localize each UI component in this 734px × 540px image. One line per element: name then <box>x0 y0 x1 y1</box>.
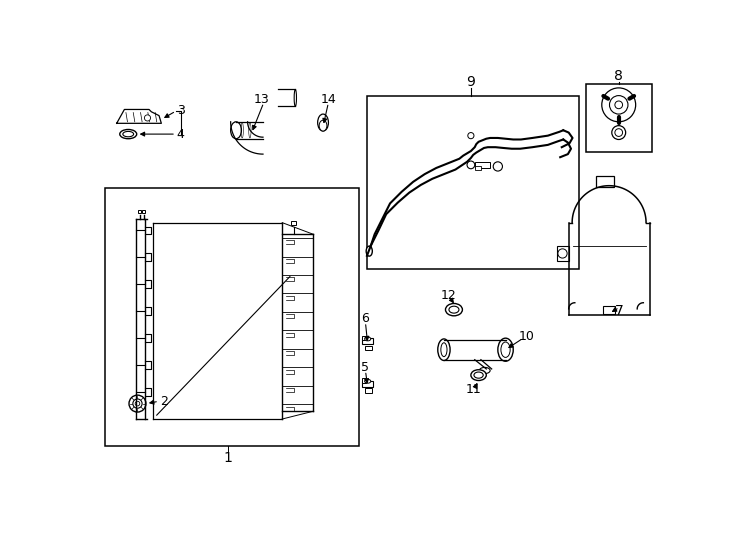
Ellipse shape <box>437 339 450 361</box>
Circle shape <box>135 401 139 406</box>
Text: 12: 12 <box>440 289 457 302</box>
Text: 4: 4 <box>177 127 184 140</box>
Bar <box>365 346 372 350</box>
Ellipse shape <box>498 338 513 361</box>
Circle shape <box>467 161 475 169</box>
Bar <box>557 246 569 261</box>
Bar <box>603 306 615 314</box>
Polygon shape <box>117 110 161 123</box>
Text: 10: 10 <box>519 330 535 343</box>
Text: 7: 7 <box>615 304 624 318</box>
Bar <box>362 336 366 340</box>
Text: 9: 9 <box>466 75 476 89</box>
Bar <box>291 221 296 225</box>
Circle shape <box>558 249 567 258</box>
Bar <box>367 96 578 269</box>
Ellipse shape <box>474 372 483 378</box>
Circle shape <box>145 115 150 121</box>
Bar <box>142 211 145 213</box>
Ellipse shape <box>471 370 487 381</box>
Text: 2: 2 <box>161 395 168 408</box>
Bar <box>362 378 366 383</box>
Bar <box>363 381 373 387</box>
Ellipse shape <box>319 120 327 131</box>
Text: 14: 14 <box>321 93 336 106</box>
Text: 6: 6 <box>361 313 369 326</box>
Bar <box>586 84 652 152</box>
Circle shape <box>133 399 142 408</box>
Text: 11: 11 <box>465 383 481 396</box>
Bar <box>365 388 372 393</box>
Circle shape <box>615 101 622 109</box>
Bar <box>363 338 373 345</box>
Ellipse shape <box>441 343 447 356</box>
Circle shape <box>493 162 503 171</box>
Bar <box>138 211 142 213</box>
Ellipse shape <box>449 306 459 313</box>
Text: 3: 3 <box>177 105 184 118</box>
Circle shape <box>615 129 622 137</box>
Ellipse shape <box>446 303 462 316</box>
Circle shape <box>468 132 474 139</box>
Text: 5: 5 <box>361 361 369 374</box>
Bar <box>596 177 614 187</box>
Ellipse shape <box>123 131 134 137</box>
Bar <box>475 166 481 170</box>
Ellipse shape <box>294 90 297 106</box>
Text: 13: 13 <box>253 93 269 106</box>
Ellipse shape <box>365 379 371 383</box>
Circle shape <box>129 395 146 412</box>
Circle shape <box>612 126 625 139</box>
Ellipse shape <box>366 246 372 256</box>
Ellipse shape <box>230 122 241 139</box>
Text: 1: 1 <box>224 450 233 464</box>
Bar <box>475 162 490 168</box>
Ellipse shape <box>120 130 137 139</box>
Ellipse shape <box>479 367 490 374</box>
Bar <box>105 188 359 446</box>
Text: 8: 8 <box>614 69 623 83</box>
Ellipse shape <box>365 337 371 341</box>
Circle shape <box>602 88 636 122</box>
Circle shape <box>609 96 628 114</box>
Ellipse shape <box>501 342 510 357</box>
Ellipse shape <box>318 114 328 131</box>
